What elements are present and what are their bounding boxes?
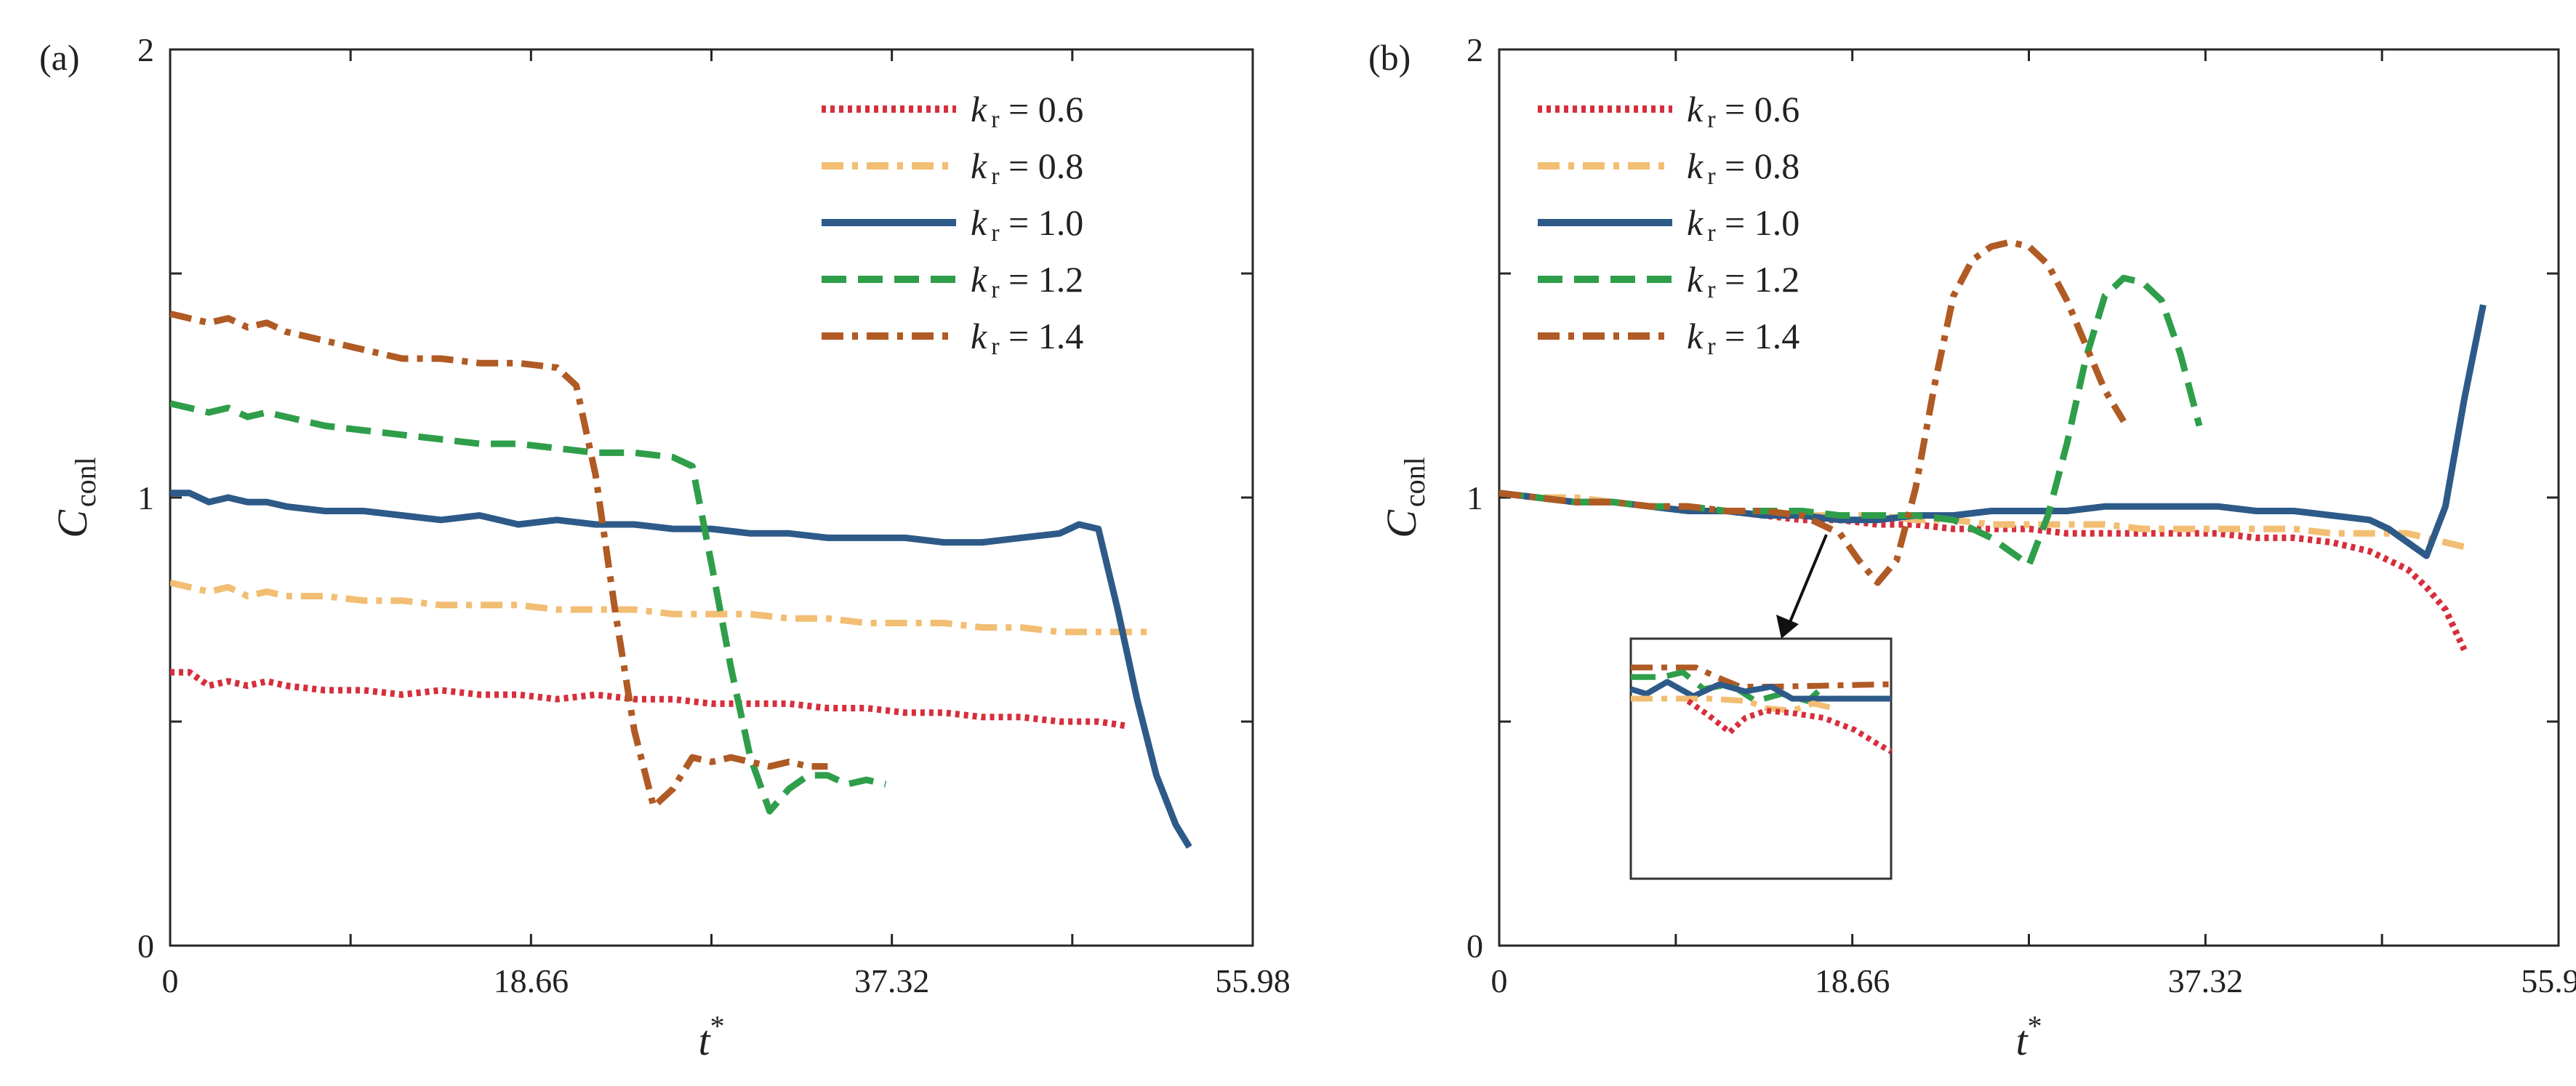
x-axis-title: t* [698,1010,724,1064]
x-axis-title-sup: * [2028,1010,2042,1042]
series-line-k0-6 [170,668,1128,730]
panel-label: (a) [39,37,80,78]
y-axis-title: Cconl [49,457,102,538]
y-axis-title-main: C [49,509,96,538]
y-tick-label: 2 [1466,31,1483,68]
series-line-k0-8 [170,579,1147,636]
x-tick-label: 37.32 [854,962,930,999]
x-tick-label: 55.98 [2521,962,2576,999]
y-tick-label: 0 [1466,927,1483,965]
series-group [170,311,1192,849]
inset-curve [1686,698,1893,754]
y-axis-title-sub: conl [1398,457,1431,507]
x-tick-label: 18.66 [494,962,569,999]
y-axis-title-sub: conl [69,457,102,507]
x-axis-title-main: t [2015,1017,2029,1064]
panel-b: 0 18.66 37.32 55.98 0 1 2 (b) t* Cconl kr = 0.6 kr … [1368,31,2576,1064]
y-tick-label: 0 [137,927,154,965]
x-tick-label: 55.98 [1215,962,1291,999]
inset-frame [1629,637,1893,880]
inset-arrow [1789,534,1828,623]
y-axis-title-main: C [1378,509,1425,538]
panel-label: (b) [1368,37,1411,78]
series-line-k0-8 [1499,490,2465,551]
x-tick-label: 37.32 [2168,962,2244,999]
x-tick-label: 18.66 [1815,962,1890,999]
x-axis-title-main: t [698,1017,711,1064]
y-axis-title: Cconl [1378,457,1431,538]
y-tick-label: 1 [137,479,154,516]
x-tick-label: 0 [1491,962,1508,999]
x-tick-label: 0 [162,962,179,999]
x-axis-title-sup: * [710,1010,725,1042]
series-line-k1-0 [170,490,1192,849]
series-line-k1-4 [170,311,828,810]
inset [1629,534,1893,880]
x-axis-title: t* [2015,1010,2042,1064]
inset-arrowhead [1776,615,1799,639]
y-tick-label: 1 [1466,479,1483,516]
y-tick-label: 2 [137,31,154,68]
inset-curve [1631,664,1892,690]
series-line-k1-2 [170,400,887,815]
series-line-k1-4 [1499,239,2127,586]
series-group [1499,239,2487,652]
panel-a: 0 18.66 37.32 55.98 0 1 2 (a) t* Cconl k r = 0.6 k r … [39,31,1291,1064]
inset-curve [1631,695,1835,714]
inset-curve [1629,679,1891,702]
